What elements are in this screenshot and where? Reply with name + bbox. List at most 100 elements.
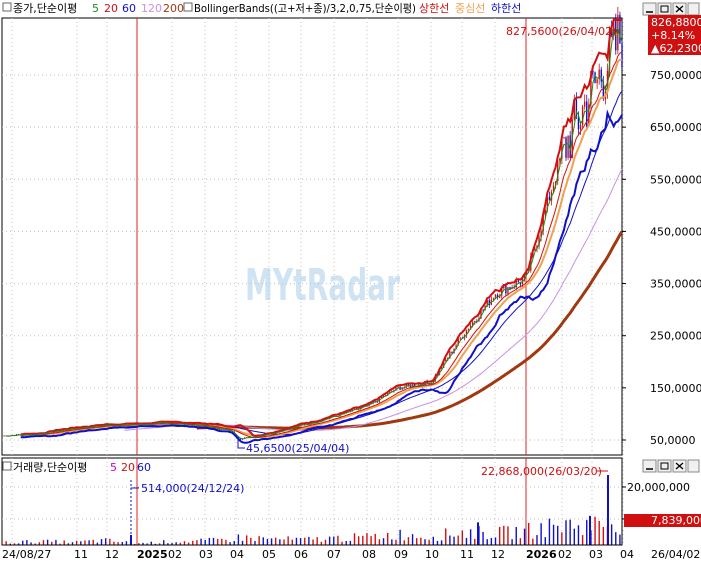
volume-bar xyxy=(581,535,584,545)
volume-bar xyxy=(337,535,339,545)
price-checkbox[interactable] xyxy=(2,2,12,12)
volume-bar xyxy=(80,541,82,545)
volume-bar xyxy=(163,540,165,545)
volume-spike xyxy=(589,515,591,545)
candle-body xyxy=(428,383,430,386)
volume-bar xyxy=(179,542,182,545)
candle-body xyxy=(488,299,490,306)
volume-bar xyxy=(577,525,580,545)
volume-bar xyxy=(378,539,381,545)
candle-body xyxy=(575,99,578,117)
ma5-label[interactable]: 5 xyxy=(92,2,99,15)
x-tick-label: 05 xyxy=(262,548,276,561)
volume-bar xyxy=(125,541,128,545)
volume-bar xyxy=(362,535,364,545)
ma60-label[interactable]: 60 xyxy=(122,2,136,15)
candle-body xyxy=(617,14,619,51)
volume-bar xyxy=(436,540,439,545)
x-tick-label: 10 xyxy=(425,548,439,561)
volume-bar xyxy=(328,536,331,545)
candle-body xyxy=(455,345,457,349)
candle-body xyxy=(573,99,576,120)
candle-body xyxy=(586,101,588,127)
vol-ma20-label[interactable]: 20 xyxy=(121,461,135,474)
ma20-label[interactable]: 20 xyxy=(104,2,118,15)
vol-y-tick-label: 20,000,000 xyxy=(627,481,690,494)
candle-body xyxy=(492,298,495,300)
volume-bar xyxy=(532,538,534,545)
candle-body xyxy=(619,14,621,44)
volume-bar xyxy=(117,542,119,545)
volume-bar xyxy=(602,526,605,545)
volume-bar xyxy=(432,536,435,545)
volume-bar xyxy=(440,540,443,545)
x-tick-label: 26/04/02 xyxy=(651,548,700,561)
volume-bar xyxy=(254,541,256,545)
candle-body xyxy=(515,280,517,288)
volume-bar xyxy=(250,537,252,545)
bollinger-checkbox[interactable] xyxy=(183,2,193,12)
volume-bar xyxy=(486,539,488,545)
vol-ma5-label[interactable]: 5 xyxy=(110,461,117,474)
vol-ma60-label[interactable]: 60 xyxy=(137,461,151,474)
volume-bar xyxy=(245,535,248,545)
candle-body xyxy=(563,137,565,139)
candle-body xyxy=(554,181,557,186)
maximize-button[interactable] xyxy=(657,2,672,16)
last-volume: 7,839,000 xyxy=(651,514,701,527)
candle-body xyxy=(445,359,447,361)
mid-band-label: 중심선 xyxy=(455,2,485,15)
vol-minimize-button[interactable] xyxy=(642,459,657,473)
volume-bar xyxy=(9,543,11,545)
ma120-label[interactable]: 120 xyxy=(141,2,162,15)
volume-bar xyxy=(104,538,107,545)
volume-bar xyxy=(548,518,551,545)
volume-bar xyxy=(88,540,90,545)
volume-bar xyxy=(237,534,240,545)
volume-bar xyxy=(586,520,588,545)
ma5-line xyxy=(6,26,623,440)
volume-bar xyxy=(598,520,600,545)
volume-bar xyxy=(457,535,459,545)
volume-bar xyxy=(519,538,522,545)
volume-bar xyxy=(428,539,430,545)
x-tick-label: 03 xyxy=(199,548,213,561)
volume-bar xyxy=(403,540,405,545)
candle-body xyxy=(3,435,5,437)
candle-body xyxy=(409,385,412,388)
candle-body xyxy=(596,79,598,84)
volume-checkbox[interactable] xyxy=(2,461,12,471)
candle-body xyxy=(457,338,459,346)
volume-bar xyxy=(494,537,497,545)
volume-bar xyxy=(192,540,194,545)
volume-spike xyxy=(607,475,609,545)
volume-bar xyxy=(275,537,277,545)
minimize-button[interactable] xyxy=(642,2,657,16)
candle-body xyxy=(397,386,399,388)
volume-bar xyxy=(511,539,513,545)
volume-bar xyxy=(615,532,617,545)
volume-bar xyxy=(465,537,468,545)
volume-bar xyxy=(208,537,211,545)
volume-bar xyxy=(507,526,509,545)
watermark: MYtRadar xyxy=(245,260,400,311)
y-tick-label: 750,0000 xyxy=(650,69,701,82)
x-tick-label: 11 xyxy=(74,548,88,561)
volume-bar xyxy=(109,538,111,545)
vol-maximize-button[interactable] xyxy=(657,459,672,473)
candle-body xyxy=(490,299,493,306)
candle-body xyxy=(583,101,586,107)
volume-bar xyxy=(229,542,231,545)
candle-body xyxy=(432,380,435,383)
volume-bar xyxy=(552,524,555,545)
volume-bar xyxy=(515,527,517,545)
volume-bar xyxy=(42,540,45,545)
ma200-label[interactable]: 200 xyxy=(163,2,184,15)
volume-bar xyxy=(416,538,418,545)
volume-bar xyxy=(557,525,559,545)
x-axis: 24/08/27 11 12 2025 02 03 04 05 06 07 08 09 10 11 12 20… xyxy=(2,544,700,561)
volume-bar xyxy=(469,529,472,545)
volume-annotations: 22,868,000(26/03/20) 514,000(24/12/24) xyxy=(130,465,608,540)
y-tick-label: 650,0000 xyxy=(650,121,701,134)
